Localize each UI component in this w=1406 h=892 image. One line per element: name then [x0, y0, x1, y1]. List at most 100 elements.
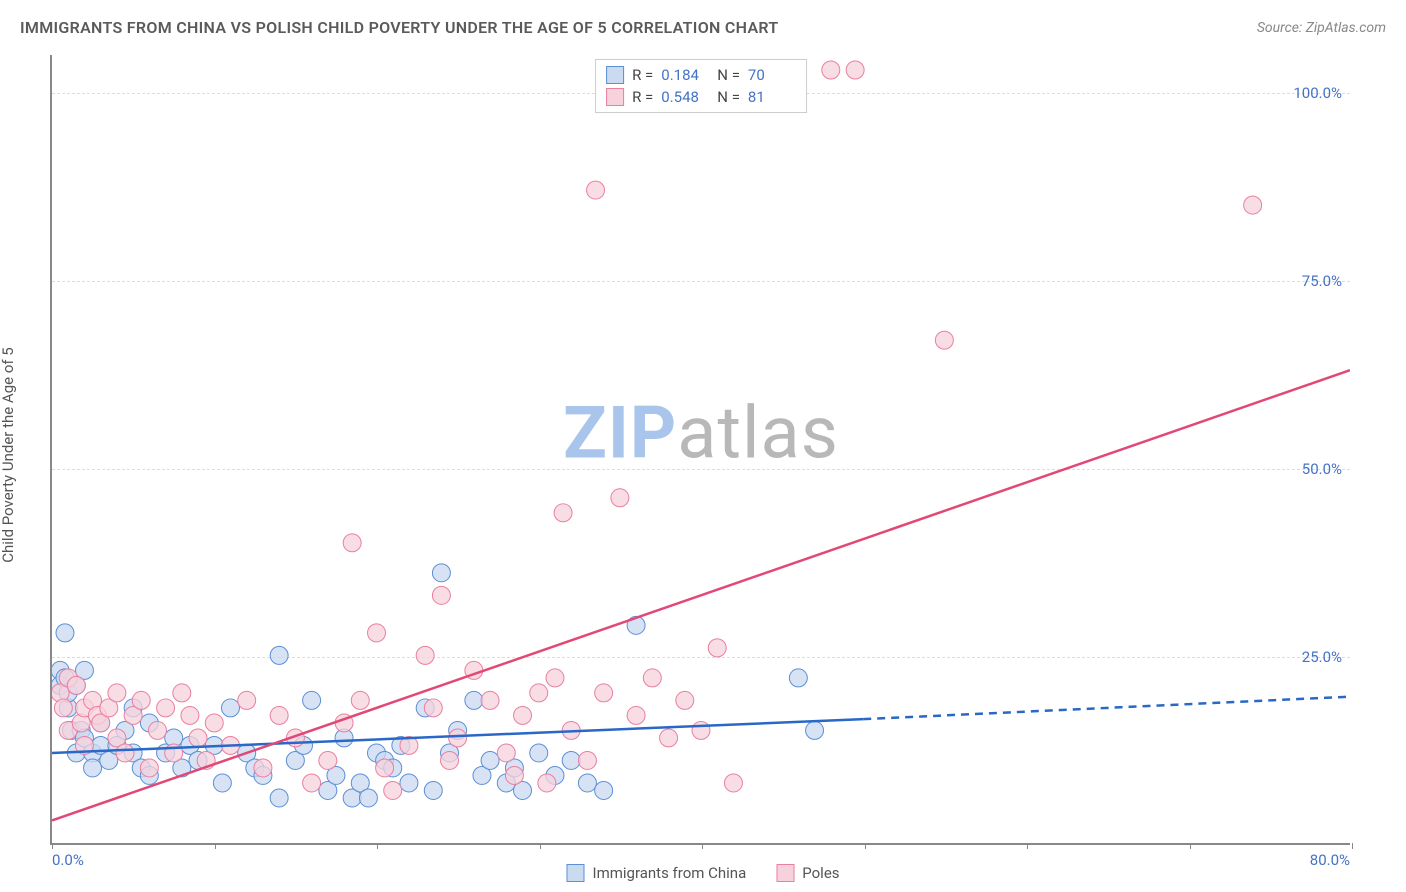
- legend-item-china: Immigrants from China: [566, 864, 746, 882]
- legend-swatch-china: [606, 66, 624, 84]
- data-point: [578, 774, 596, 792]
- x-tick: [1190, 843, 1191, 849]
- data-point: [692, 721, 710, 739]
- data-point: [806, 721, 824, 739]
- x-tick: [215, 843, 216, 849]
- data-point: [368, 624, 386, 642]
- stat-r-china: 0.184: [661, 66, 709, 84]
- trend-line-dashed: [863, 697, 1350, 720]
- data-point: [148, 721, 166, 739]
- data-point: [935, 331, 953, 349]
- plot-svg: [52, 55, 1350, 843]
- data-point: [67, 676, 85, 694]
- data-point: [595, 684, 613, 702]
- source-attribution: Source: ZipAtlas.com: [1257, 20, 1386, 36]
- data-point: [562, 751, 580, 769]
- legend-swatch-poles-bottom: [776, 864, 794, 882]
- data-point: [157, 699, 175, 717]
- data-point: [497, 744, 515, 762]
- data-point: [530, 744, 548, 762]
- data-point: [116, 744, 134, 762]
- data-point: [238, 691, 256, 709]
- x-tick: [865, 843, 866, 849]
- data-point: [400, 774, 418, 792]
- plot-area: ZIPatlas R = 0.184 N = 70 R = 0.548 N = …: [50, 55, 1350, 845]
- data-point: [319, 751, 337, 769]
- data-point: [481, 691, 499, 709]
- data-point: [351, 691, 369, 709]
- data-point: [530, 684, 548, 702]
- stat-r-label: R =: [632, 66, 653, 84]
- data-point: [376, 759, 394, 777]
- data-point: [84, 759, 102, 777]
- data-point: [465, 691, 483, 709]
- data-point: [538, 774, 556, 792]
- data-point: [181, 706, 199, 724]
- data-point: [595, 781, 613, 799]
- data-point: [54, 699, 72, 717]
- chart-title: IMMIGRANTS FROM CHINA VS POLISH CHILD PO…: [20, 18, 779, 37]
- data-point: [270, 706, 288, 724]
- data-point: [303, 774, 321, 792]
- data-point: [108, 684, 126, 702]
- data-point: [432, 586, 450, 604]
- data-point: [359, 789, 377, 807]
- x-tick: [52, 843, 53, 849]
- x-tick: [702, 843, 703, 849]
- legend-swatch-china-bottom: [566, 864, 584, 882]
- data-point: [481, 751, 499, 769]
- data-point: [173, 684, 191, 702]
- data-point: [660, 729, 678, 747]
- data-point: [724, 774, 742, 792]
- data-point: [846, 61, 864, 79]
- legend-swatch-poles: [606, 88, 624, 106]
- data-point: [514, 706, 532, 724]
- stat-r-poles: 0.548: [661, 88, 709, 106]
- data-point: [789, 669, 807, 687]
- data-point: [132, 691, 150, 709]
- data-point: [578, 751, 596, 769]
- y-axis-label: Child Poverty Under the Age of 5: [0, 347, 17, 563]
- data-point: [505, 766, 523, 784]
- legend-label-china: Immigrants from China: [592, 864, 746, 882]
- data-point: [221, 699, 239, 717]
- x-tick: [540, 843, 541, 849]
- stat-n-poles: 81: [748, 88, 796, 106]
- x-tick: [1352, 843, 1353, 849]
- legend-label-poles: Poles: [802, 864, 839, 882]
- legend-stats-row-china: R = 0.184 N = 70: [606, 64, 796, 86]
- data-point: [587, 181, 605, 199]
- legend-bottom: Immigrants from China Poles: [566, 864, 839, 882]
- data-point: [424, 699, 442, 717]
- data-point: [140, 759, 158, 777]
- stat-n-label: N =: [717, 66, 740, 84]
- stat-r-label: R =: [632, 88, 653, 106]
- data-point: [270, 789, 288, 807]
- x-tick: [1027, 843, 1028, 849]
- data-point: [384, 781, 402, 799]
- data-point: [416, 646, 434, 664]
- data-point: [643, 669, 661, 687]
- legend-item-poles: Poles: [776, 864, 839, 882]
- data-point: [822, 61, 840, 79]
- data-point: [441, 751, 459, 769]
- data-point: [546, 669, 564, 687]
- data-point: [56, 624, 74, 642]
- data-point: [1244, 196, 1262, 214]
- stat-n-label: N =: [717, 88, 740, 106]
- data-point: [611, 489, 629, 507]
- data-point: [432, 564, 450, 582]
- stat-n-china: 70: [748, 66, 796, 84]
- data-point: [205, 714, 223, 732]
- data-point: [303, 691, 321, 709]
- data-point: [343, 534, 361, 552]
- x-tick-label: 80.0%: [1310, 851, 1350, 869]
- x-tick-label: 0.0%: [52, 851, 84, 869]
- trend-line: [52, 370, 1350, 820]
- data-point: [554, 504, 572, 522]
- data-point: [676, 691, 694, 709]
- data-point: [708, 639, 726, 657]
- data-point: [449, 729, 467, 747]
- data-point: [254, 759, 272, 777]
- data-point: [213, 774, 231, 792]
